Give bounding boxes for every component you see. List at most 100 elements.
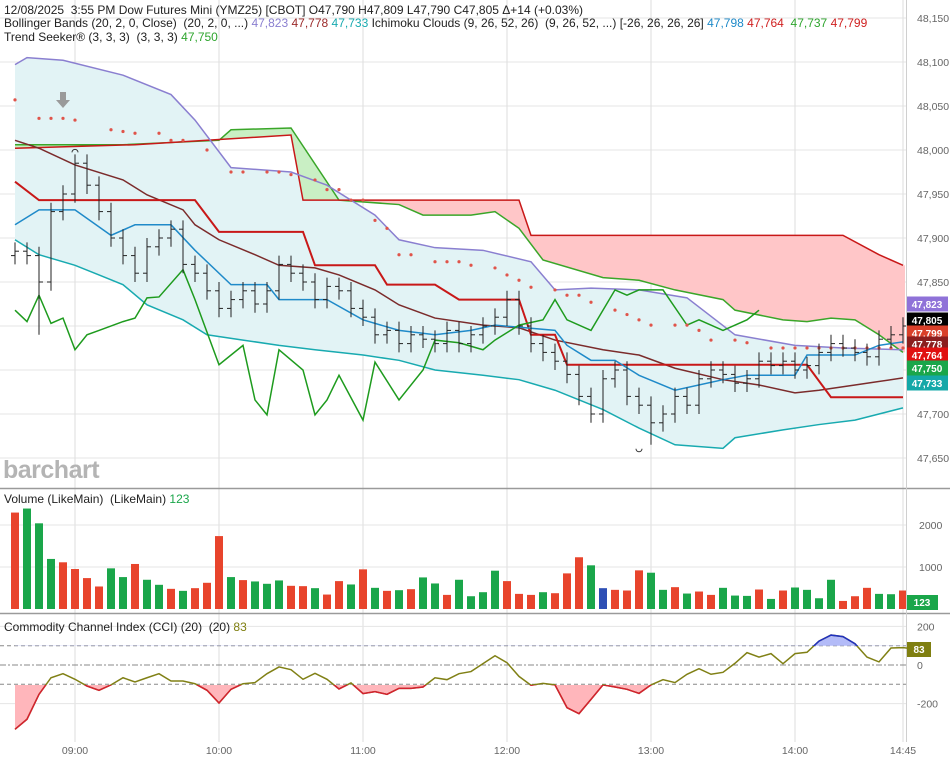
ohlc-bar	[179, 220, 187, 274]
ichimoku-cloud-segment	[792, 235, 795, 321]
last-price-badge: 47,733	[907, 375, 948, 391]
trend-seeker-dot	[433, 260, 437, 264]
ohlc-bar	[395, 321, 403, 353]
ichimoku-cloud-segment	[888, 258, 891, 344]
ichimoku-cloud-segment	[852, 240, 855, 320]
indicator-legend-1[interactable]: Bollinger Bands (20, 2, 0, Close) (20, 2…	[4, 16, 867, 30]
badge-background	[907, 642, 931, 657]
ichimoku-cloud-segment	[591, 235, 594, 275]
ichimoku-cloud-segment	[477, 200, 480, 215]
cci-label[interactable]: Commodity Channel Index (CCI) (20) (20)	[4, 620, 234, 634]
trend-seeker-dot	[169, 138, 173, 142]
ichimoku-lagging-line	[14, 268, 760, 423]
ichimoku-cloud-segment	[435, 200, 438, 216]
ichimoku-cloud-segment	[789, 235, 792, 321]
ohlc-bar	[683, 387, 691, 414]
badge-background	[907, 347, 948, 363]
cci-last-badge: 83	[907, 642, 931, 657]
ichimoku-cloud-segment	[444, 200, 447, 216]
ichimoku-cloud-segment	[813, 235, 816, 321]
ichimoku-cloud-segment	[576, 235, 579, 271]
volume-bar	[803, 589, 811, 609]
time-axis-label: 11:00	[350, 745, 376, 757]
trend-seeker-dot	[133, 131, 137, 135]
ohlc-bar	[335, 277, 343, 300]
ichimoku-cloud-segment	[288, 128, 291, 136]
ohlc-bar	[323, 277, 331, 309]
trend-seeker-dot	[805, 346, 809, 350]
ohlc-bar	[371, 308, 379, 344]
ichimoku-cloud-segment	[630, 235, 633, 280]
ohlc-bar	[383, 321, 391, 344]
volume-bar	[779, 590, 787, 609]
ichimoku-cloud-segment	[762, 235, 765, 317]
ichimoku-cloud-segment	[549, 235, 552, 263]
cci-legend[interactable]: Commodity Channel Index (CCI) (20) (20) …	[4, 620, 247, 634]
ohlc-bar	[707, 361, 715, 388]
volume-bar	[359, 569, 367, 609]
ohlc-bar	[491, 308, 499, 335]
volume-label[interactable]: Volume (LikeMain) (LikeMain)	[4, 492, 170, 506]
ichimoku-cloud-segment	[684, 235, 687, 293]
ichimoku-cloud-segment	[804, 235, 807, 322]
ichimoku-cloud-segment	[516, 200, 519, 229]
ichimoku-cloud-segment	[612, 235, 615, 279]
ichimoku-cloud-segment	[609, 235, 612, 279]
ichimoku-cloud-segment	[633, 235, 636, 281]
ohlc-bar	[215, 282, 223, 318]
trend-seeker-dot	[529, 285, 533, 289]
trend-seeker-dot	[49, 116, 53, 120]
ichimoku-cloud-segment	[900, 263, 903, 353]
volume-value: 123	[169, 492, 190, 506]
ichimoku-cloud-segment	[489, 200, 492, 213]
ichimoku-label[interactable]: Ichimoku Clouds (9, 26, 52, 26) (9, 26, …	[368, 16, 708, 30]
volume-bar	[59, 562, 67, 609]
volume-bar	[707, 594, 715, 609]
volume-bar	[239, 580, 247, 609]
trend-seeker-dot	[577, 293, 581, 297]
badge-background	[907, 375, 948, 391]
trend-seeker-dot	[289, 173, 293, 177]
last-price-badge: 47,823	[907, 296, 948, 312]
ichimoku-cloud-segment	[660, 235, 663, 287]
trend-seeker-dot	[361, 198, 365, 202]
badge-background	[907, 312, 948, 328]
volume-legend[interactable]: Volume (LikeMain) (LikeMain) 123	[4, 492, 189, 506]
ohlc-bar	[35, 246, 43, 335]
volume-axis-label: 1000	[919, 562, 943, 574]
ohlc-bar	[887, 326, 895, 348]
ichimoku-cloud-segment	[624, 235, 627, 280]
ohlc-bar	[851, 339, 859, 362]
bollinger-label[interactable]: Bollinger Bands (20, 2, 0, Close) (20, 2…	[4, 16, 252, 30]
ichimoku-cloud-segment	[393, 200, 396, 205]
volume-bar	[647, 572, 655, 609]
ichimoku-cloud-segment	[690, 235, 693, 294]
ichimoku-cloud-segment	[486, 200, 489, 213]
trend-seeker-dot	[769, 346, 773, 350]
ichimoku-conversion-value: 47,798	[707, 16, 744, 30]
trend-seeker-dot	[61, 116, 65, 120]
volume-bar	[323, 594, 331, 609]
ichimoku-cloud-segment	[240, 129, 243, 139]
price-axis-label: 48,000	[917, 145, 949, 157]
ichimoku-cloud-segment	[429, 200, 432, 216]
ohlc-bar	[743, 370, 751, 392]
trend-seeker-dot	[745, 341, 749, 345]
ohlc-bar	[419, 326, 427, 348]
ichimoku-cloud-segment	[252, 129, 255, 138]
trend-seeker-label[interactable]: Trend Seeker® (3, 3, 3) (3, 3, 3)	[4, 30, 182, 44]
trend-seeker-dot	[685, 323, 689, 327]
bb-mid-value: 47,778	[291, 16, 329, 30]
trend-seeker-dot	[121, 129, 125, 134]
ohlc-bar	[239, 282, 247, 309]
ichimoku-cloud-segment	[21, 144, 24, 149]
indicator-legend-2[interactable]: Trend Seeker® (3, 3, 3) (3, 3, 3) 47,750	[4, 30, 218, 44]
ichimoku-cloud-segment	[282, 128, 285, 136]
ichimoku-cloud-segment	[447, 200, 450, 216]
ohlc-bar	[779, 352, 787, 375]
ichimoku-cloud-segment	[771, 235, 774, 319]
ichimoku-cloud-segment	[795, 235, 798, 321]
ichimoku-cloud-segment	[651, 235, 654, 285]
ichimoku-cloud-segment	[234, 129, 237, 139]
